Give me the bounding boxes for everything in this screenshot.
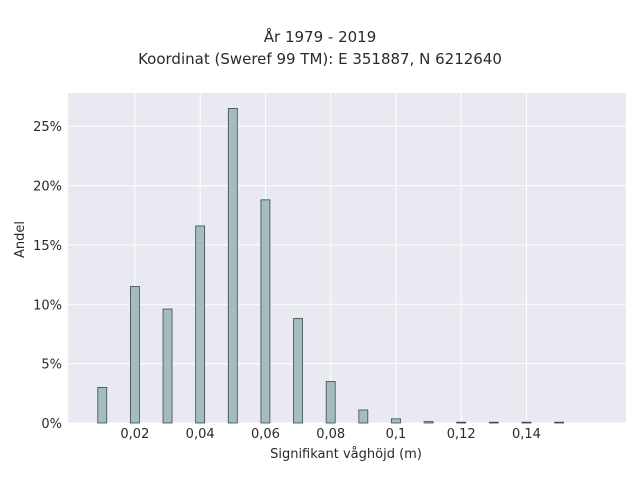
x-axis-label: Signifikant våghöjd (m) xyxy=(270,447,422,462)
bar xyxy=(325,381,336,424)
x-tick-label: 0,14 xyxy=(512,427,541,442)
bar xyxy=(260,199,271,424)
x-tick-label: 0,02 xyxy=(120,427,149,442)
bar xyxy=(554,421,565,424)
bars xyxy=(97,108,565,424)
chart-title: År 1979 - 2019 xyxy=(263,28,377,46)
x-tick-label: 0,1 xyxy=(386,427,407,442)
x-tick-label: 0,12 xyxy=(447,427,476,442)
y-tick-label: 10% xyxy=(33,298,62,313)
plot-area xyxy=(68,93,626,423)
y-axis-label: Andel xyxy=(13,221,28,258)
y-tick-label: 15% xyxy=(33,239,62,254)
x-axis-ticks: 0,02 0,04 0,06 0,08 0,1 0,12 0,14 xyxy=(120,427,541,442)
bar xyxy=(162,308,173,424)
x-tick-label: 0,08 xyxy=(316,427,345,442)
y-tick-label: 20% xyxy=(33,180,62,195)
y-tick-label: 0% xyxy=(41,417,62,432)
bar xyxy=(423,421,434,424)
bar xyxy=(129,286,140,424)
bar xyxy=(195,225,206,424)
bar xyxy=(358,409,369,424)
bar xyxy=(488,421,499,424)
grid-lines xyxy=(68,93,626,424)
y-axis-ticks: 0% 5% 10% 15% 20% 25% xyxy=(33,120,62,432)
x-tick-label: 0,06 xyxy=(251,427,280,442)
bar xyxy=(456,421,467,424)
y-tick-label: 5% xyxy=(41,358,62,373)
bar xyxy=(227,108,238,424)
bar xyxy=(521,421,532,424)
y-tick-label: 25% xyxy=(33,120,62,135)
bar xyxy=(293,318,303,424)
chart-subtitle: Koordinat (Sweref 99 TM): E 351887, N 62… xyxy=(138,50,502,68)
bar xyxy=(97,386,108,424)
bar xyxy=(391,418,401,424)
x-tick-label: 0,04 xyxy=(186,427,215,442)
